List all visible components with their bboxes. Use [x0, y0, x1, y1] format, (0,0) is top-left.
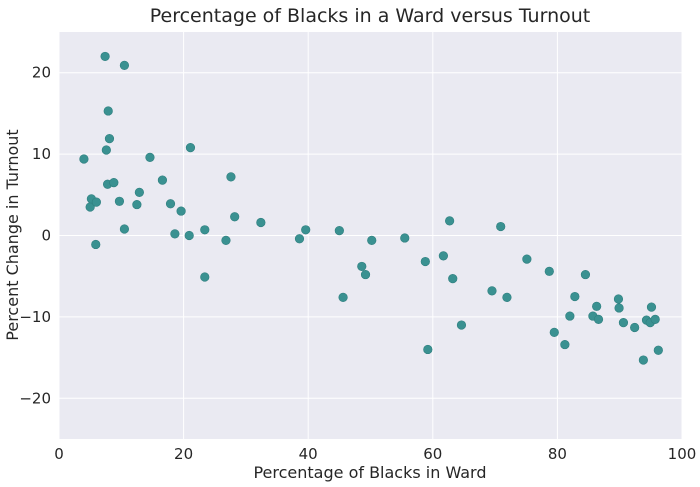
x-tick-label: 100: [668, 445, 697, 463]
data-point: [487, 286, 497, 296]
y-axis-label: Percent Change in Turnout: [3, 129, 22, 340]
x-tick-labels: 0 20 40 60 80 100: [54, 445, 696, 463]
data-point: [79, 154, 89, 164]
data-point: [580, 269, 591, 280]
data-point: [230, 212, 240, 222]
data-point: [400, 233, 410, 243]
data-point: [438, 251, 448, 261]
data-point: [618, 317, 629, 328]
data-point: [456, 320, 467, 330]
data-point: [613, 294, 624, 304]
data-point: [100, 51, 110, 62]
data-point: [496, 221, 506, 232]
data-point: [560, 339, 570, 350]
data-point: [592, 301, 602, 311]
data-point: [226, 172, 236, 182]
x-tick-label: 0: [54, 445, 64, 463]
data-point: [114, 196, 125, 206]
data-point: [646, 302, 657, 312]
data-point: [119, 60, 130, 70]
data-point: [200, 272, 210, 282]
data-point: [593, 314, 604, 324]
data-point: [338, 292, 348, 302]
y-tick-label: 0: [41, 227, 51, 245]
data-point: [256, 217, 266, 228]
y-tick-labels: −20 −10 0 10 20: [19, 64, 51, 408]
data-point: [423, 344, 433, 355]
data-point: [91, 197, 101, 207]
data-point: [448, 274, 458, 284]
data-point: [544, 266, 554, 276]
data-point: [502, 292, 512, 302]
data-point: [565, 311, 575, 321]
data-point: [165, 199, 176, 209]
x-tick-label: 80: [548, 445, 567, 463]
data-point: [420, 256, 430, 267]
data-point: [334, 226, 344, 236]
data-point: [653, 345, 663, 355]
data-point: [132, 199, 142, 210]
data-point: [103, 106, 113, 116]
data-point: [650, 314, 660, 324]
data-point: [221, 235, 231, 245]
x-tick-label: 20: [174, 445, 193, 463]
data-point: [367, 235, 377, 245]
chart-title: Percentage of Blacks in a Ward versus Tu…: [150, 5, 590, 27]
x-tick-label: 40: [299, 445, 318, 463]
data-point: [614, 303, 624, 313]
y-tick-label: −20: [19, 389, 51, 407]
data-point: [522, 254, 532, 264]
x-axis-label: Percentage of Blacks in Ward: [253, 463, 486, 482]
data-point: [145, 152, 155, 162]
data-point: [91, 239, 101, 250]
data-point: [101, 145, 111, 155]
data-point: [630, 322, 640, 333]
data-point: [134, 187, 144, 197]
x-tick-label: 60: [423, 445, 442, 463]
data-point: [360, 269, 371, 280]
data-point: [638, 355, 648, 365]
data-point: [301, 225, 311, 235]
y-tick-label: −10: [19, 308, 51, 326]
data-point: [119, 224, 130, 234]
y-tick-label: 10: [32, 145, 51, 163]
data-point: [549, 327, 559, 337]
y-tick-label: 20: [32, 64, 51, 82]
data-point: [185, 142, 196, 153]
grid-lines: [58, 32, 683, 439]
data-point: [445, 216, 455, 226]
data-point: [184, 230, 194, 241]
data-point: [157, 175, 168, 185]
data-point: [176, 206, 186, 216]
data-point: [200, 225, 210, 235]
data-point: [170, 229, 180, 239]
data-point: [357, 261, 367, 272]
data-point: [294, 234, 305, 244]
data-point: [570, 291, 580, 302]
data-point: [109, 177, 119, 188]
data-point: [104, 134, 115, 144]
data-points: [79, 51, 663, 365]
